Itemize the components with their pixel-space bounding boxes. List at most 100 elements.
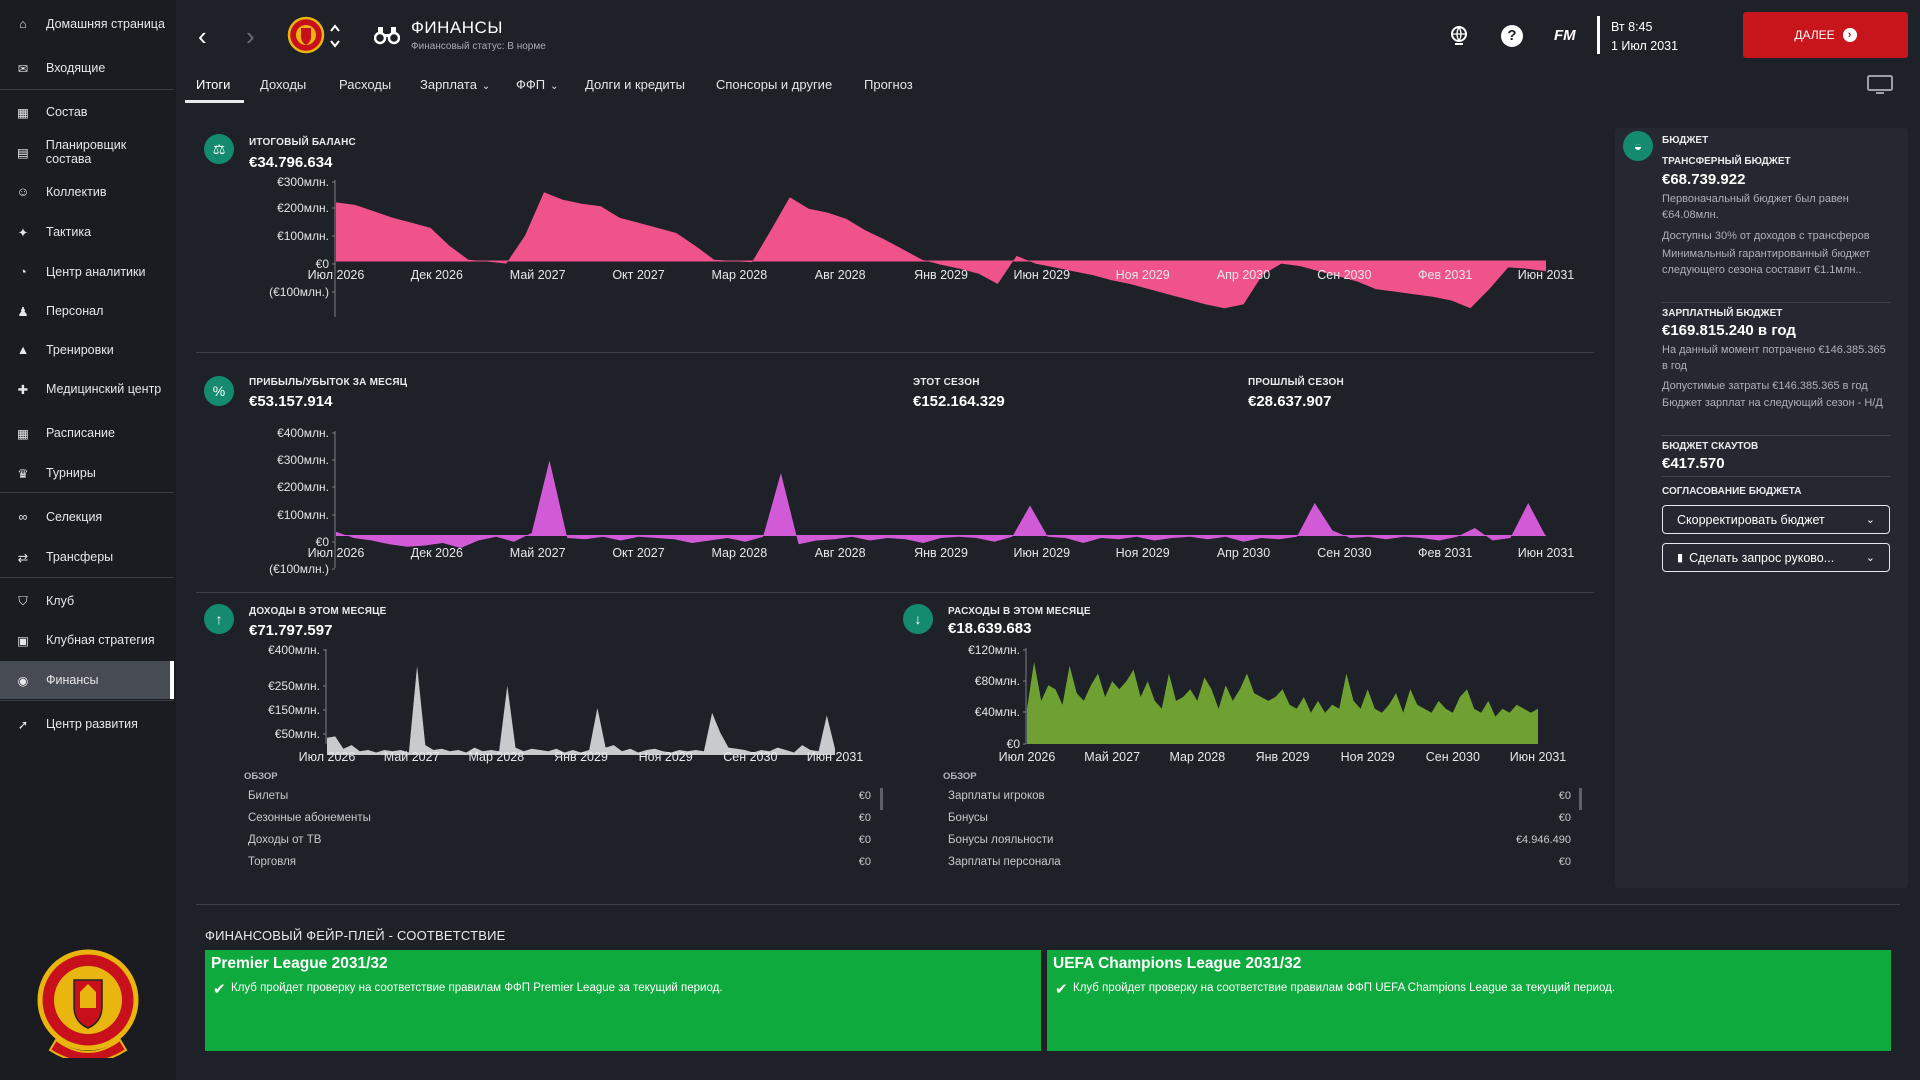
medical-icon: ✚ (17, 382, 29, 397)
sidebar-item[interactable]: ◉ Финансы (0, 661, 174, 699)
sidebar-item-label: Селекция (46, 510, 103, 524)
sidebar-item[interactable]: ✉ Входящие (0, 49, 174, 87)
scale-icon: ⚖ (204, 134, 234, 164)
sidebar-item[interactable]: ⛉ Клуб (0, 582, 174, 620)
sidebar-item[interactable]: ➚ Центр развития (0, 705, 174, 743)
trophy-icon: ♛ (17, 466, 29, 481)
scout-budget-label: БЮДЖЕТ СКАУТОВ (1662, 441, 1759, 452)
sidebar-item[interactable]: ▣ Клубная стратегия (0, 621, 174, 659)
continue-button[interactable]: ДАЛЕЕ › (1743, 12, 1908, 58)
x-tick-label: Мар 2028 (468, 750, 524, 764)
divider (196, 592, 1594, 593)
tab[interactable]: Зарплата ⌄ (420, 77, 490, 92)
sidebar-item[interactable]: ⌂ Домашняя страница (0, 5, 174, 43)
overview-row-label: Доходы от ТВ (248, 834, 322, 846)
tab[interactable]: Доходы (260, 77, 306, 92)
y-tick-label: €120млн. (968, 643, 1020, 657)
sidebar-item[interactable]: ∞ Селекция (0, 498, 174, 536)
x-tick-label: Июл 2026 (308, 546, 365, 560)
x-tick-label: Дек 2026 (411, 546, 463, 560)
y-tick-label: €0 (316, 257, 330, 271)
sidebar-item[interactable]: ☺ Коллектив (0, 173, 174, 211)
back-arrow-icon[interactable]: ‹ (198, 21, 207, 51)
sidebar-item[interactable]: ▦ Состав (0, 93, 174, 131)
sidebar-item[interactable]: ▲ Тренировки (0, 331, 174, 369)
world-icon[interactable] (1449, 25, 1469, 47)
y-tick-label: €250млн. (268, 679, 320, 693)
sidebar-item-label: Планировщик состава (45, 138, 127, 166)
overview-row-label: Торговля (248, 856, 297, 868)
x-tick-label: Янв 2029 (1256, 750, 1310, 764)
balance-value: €34.796.634 (249, 154, 333, 171)
shirt-icon: ▦ (17, 105, 29, 120)
y-tick-label: €50млн. (275, 727, 320, 741)
x-tick-label: Май 2027 (510, 546, 566, 560)
overview-row-value: €0 (858, 834, 871, 846)
ffp-card-text: Клуб пройдет проверку на соответствие пр… (1073, 982, 1616, 994)
tab[interactable]: Долги и кредиты (585, 77, 685, 92)
board-request-button[interactable]: ▮ Сделать запрос руково... ⌄ (1662, 543, 1890, 572)
sidebar-item-label: Расписание (46, 426, 115, 440)
help-icon[interactable]: ? (1501, 25, 1523, 47)
wage-note-allowed: Допустимые затраты €146.385.365 в год (1662, 380, 1868, 392)
cone-icon: ▲ (16, 343, 30, 357)
y-tick-label: €300млн. (277, 453, 329, 467)
tab-label: Доходы (260, 77, 307, 92)
tab-label: ФФП (516, 77, 546, 92)
sidebar-item[interactable]: ⇄ Трансферы (0, 538, 174, 576)
x-tick-label: Дек 2026 (411, 268, 463, 282)
y-tick-label: €40млн. (975, 705, 1020, 719)
sidebar-item[interactable]: ✦ Тактика (0, 213, 174, 251)
x-tick-label: Фев 2031 (1418, 268, 1472, 282)
club-switch-icon[interactable] (329, 22, 341, 50)
sidebar-item[interactable]: ◔ Центр аналитики (0, 253, 174, 291)
tab-label: Итоги (196, 77, 231, 92)
tab-label: Расходы (339, 77, 392, 92)
y-tick-label: €80млн. (975, 674, 1020, 688)
income-label: ДОХОДЫ В ЭТОМ МЕСЯЦЕ (249, 606, 387, 617)
x-tick-label: Фев 2031 (1418, 546, 1472, 560)
sidebar-divider (0, 577, 174, 578)
sidebar-item[interactable]: ✚ Медицинский центр (0, 370, 174, 408)
tab[interactable]: Спонсоры и другие (716, 77, 832, 92)
checkmark-icon: ✔ (213, 981, 226, 998)
y-tick-label: €400млн. (277, 426, 329, 440)
profit-value: €53.157.914 (249, 393, 333, 410)
date-block[interactable]: Вт 8:45 1 Июл 2031 (1611, 18, 1678, 56)
sidebar-item-label: Состав (46, 105, 88, 119)
x-tick-label: Мар 2028 (1169, 750, 1225, 764)
sidebar-item[interactable]: ♟ Персонал (0, 292, 174, 330)
x-tick-label: Май 2027 (510, 268, 566, 282)
income-scrollbar[interactable] (880, 788, 883, 810)
x-tick-label: Июн 2031 (807, 750, 864, 764)
expenses-scrollbar[interactable] (1579, 788, 1582, 810)
sidebar-item-label: Финансы (46, 673, 99, 687)
tab[interactable]: ФФП ⌄ (516, 77, 559, 92)
sidebar-item[interactable]: ▦ Расписание (0, 414, 174, 452)
x-tick-label: Май 2027 (1084, 750, 1140, 764)
overview-row-label: Бонусы лояльности (948, 834, 1054, 846)
forward-arrow-icon[interactable]: › (246, 21, 255, 51)
monitor-icon[interactable] (1867, 75, 1893, 95)
last-season-value: €28.637.907 (1248, 393, 1332, 410)
checkmark-icon: ✔ (1055, 981, 1068, 998)
wage-budget-value: €169.815.240 в год (1662, 322, 1796, 339)
budget-panel: ◒ БЮДЖЕТ ТРАНСФЕРНЫЙ БЮДЖЕТ €68.739.922 … (1615, 128, 1908, 888)
fm-logo[interactable]: FM (1554, 27, 1576, 44)
club-badge-icon[interactable] (287, 16, 325, 54)
tab[interactable]: Прогноз (864, 77, 913, 92)
sidebar-item[interactable]: ♛ Турниры (0, 454, 174, 492)
ffp-title: ФИНАНСОВЫЙ ФЕЙР-ПЛЕЙ - СООТВЕТСТВИЕ (205, 928, 506, 943)
sidebar-item-label: Коллектив (46, 185, 107, 199)
x-tick-label: Апр 2030 (1217, 268, 1270, 282)
x-tick-label: Мар 2028 (711, 546, 767, 560)
sidebar-item[interactable]: ▤ Планировщик состава (0, 133, 174, 171)
y-tick-label: (€100млн.) (269, 285, 329, 299)
scout-budget-value: €417.570 (1662, 455, 1725, 472)
adjust-budget-button[interactable]: Скорректировать бюджет ⌄ (1662, 505, 1890, 534)
tab[interactable]: Расходы (339, 77, 391, 92)
ffp-card-title: Premier League 2031/32 (211, 955, 388, 972)
x-tick-label: Янв 2029 (914, 268, 968, 282)
y-tick-label: €400млн. (268, 643, 320, 657)
tab[interactable]: Итоги (196, 77, 230, 92)
